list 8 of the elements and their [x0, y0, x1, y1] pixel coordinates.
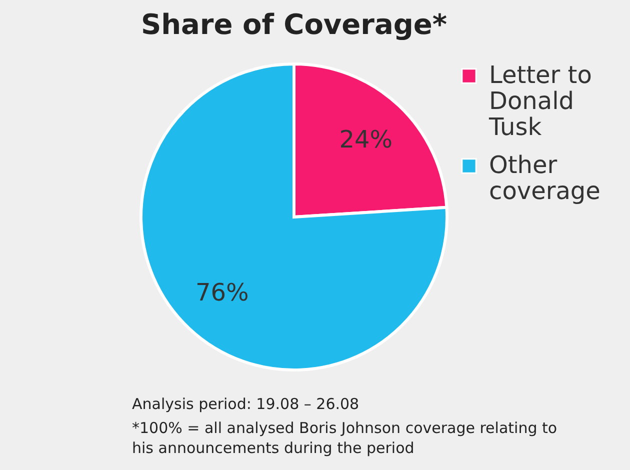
- data-label: 76%: [195, 278, 249, 307]
- text: Analysis period: 19.08 – 26.08: [132, 394, 360, 414]
- legend-label: Other coverage: [489, 151, 600, 205]
- legend-label: Letter to Donald Tusk: [488, 61, 592, 141]
- text: *100% = all analysed Boris Johnson coverage relating to his announcements during the period: [132, 418, 558, 458]
- data-label: 24%: [339, 125, 393, 154]
- chart-title: Share of Coverage*: [140, 8, 448, 41]
- pie-slice: [140, 62, 448, 372]
